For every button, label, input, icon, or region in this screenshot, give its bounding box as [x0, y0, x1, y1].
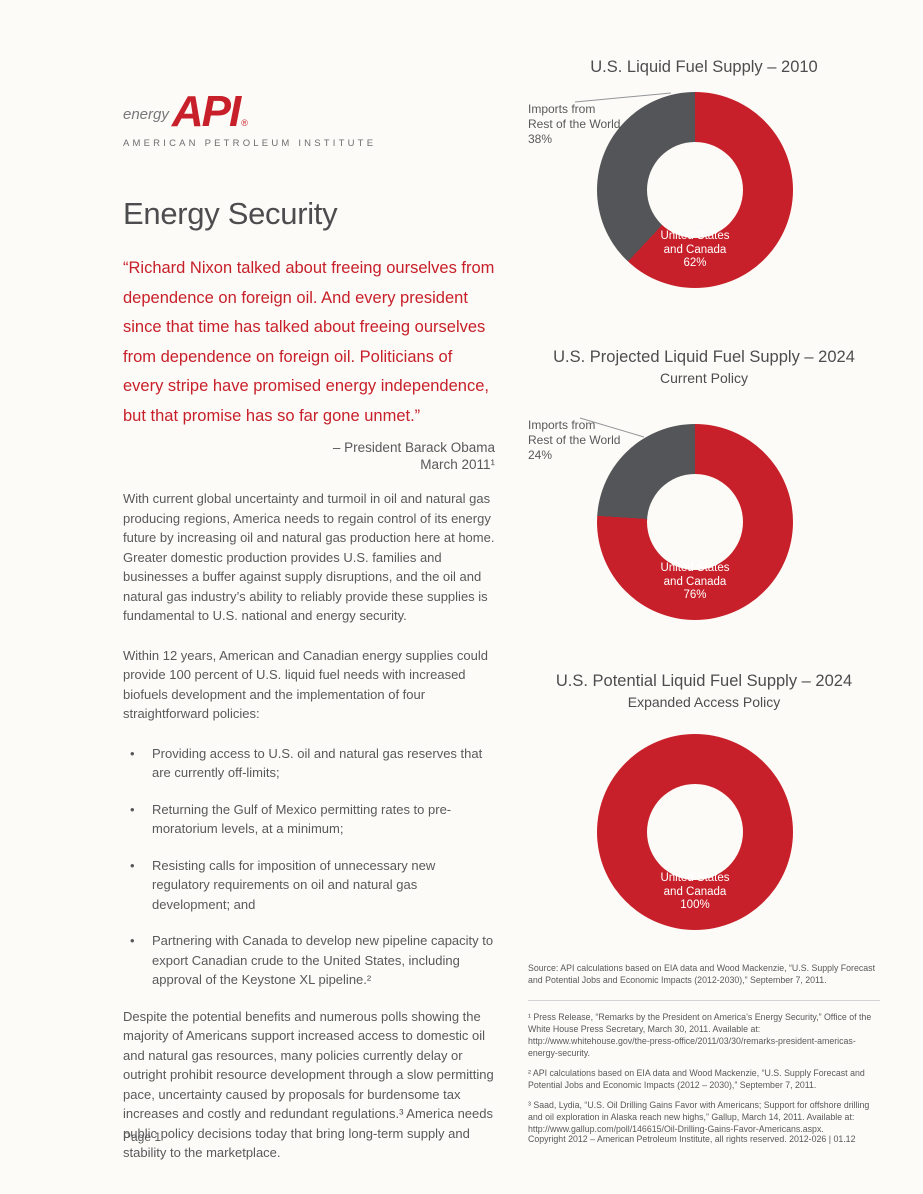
donut-hole [647, 142, 743, 238]
donut-chart: United States and Canada 76% [597, 424, 793, 620]
policy-bullet-list: Providing access to U.S. oil and natural… [123, 744, 495, 990]
api-logo: energy API ® AMERICAN PETROLEUM INSTITUT… [123, 87, 495, 150]
api-logo-row: energy API ® [123, 87, 495, 136]
donut-inner-label: United States and Canada 76% [660, 562, 730, 601]
chart-title: U.S. Potential Liquid Fuel Supply – 2024 [555, 672, 853, 690]
donut-chart: United States and Canada 62% [597, 92, 793, 288]
footnote-divider [528, 1000, 880, 1001]
list-item: Resisting calls for imposition of unnece… [123, 856, 495, 915]
left-column: energy API ® AMERICAN PETROLEUM INSTITUT… [123, 0, 495, 1163]
bullet-text: Resisting calls for imposition of unnece… [152, 857, 436, 912]
donut-inner-label: United States and Canada 100% [660, 872, 730, 911]
footnote-1: ¹ Press Release, “Remarks by the Preside… [528, 1012, 872, 1058]
chart-subtitle: Expanded Access Policy [627, 694, 781, 710]
logo-organization-name: AMERICAN PETROLEUM INSTITUTE [123, 138, 377, 150]
donut-hole [647, 784, 743, 880]
list-item: Partnering with Canada to develop new pi… [123, 931, 495, 990]
chart-liquid-fuel-supply-2010: U.S. Liquid Fuel Supply – 2010 Imports f… [528, 58, 880, 308]
attribution-date: March 2011¹ [420, 457, 495, 473]
chart-title: U.S. Projected Liquid Fuel Supply – 2024 [553, 348, 855, 366]
chart-subtitle: Current Policy [660, 370, 748, 386]
body-paragraph-1: With current global uncertainty and turm… [123, 491, 495, 624]
footnotes: ¹ Press Release, “Remarks by the Preside… [528, 1011, 880, 1143]
chart-projected-liquid-fuel-supply-2024: U.S. Projected Liquid Fuel Supply – 2024… [528, 348, 880, 620]
list-item: Returning the Gulf of Mexico permitting … [123, 800, 495, 839]
callout-leader-line [579, 417, 645, 438]
donut-inner-label: United States and Canada 62% [660, 230, 730, 269]
chart-callout-label: Imports from Rest of the World 24% [528, 418, 621, 462]
copyright-line: Copyright 2012 – American Petroleum Inst… [528, 1134, 856, 1144]
attribution-name: – President Barack Obama [332, 440, 495, 456]
donut-chart: United States and Canada 100% [597, 734, 793, 930]
list-item: Providing access to U.S. oil and natural… [123, 744, 495, 783]
body-paragraph-2: Within 12 years, American and Canadian e… [123, 647, 488, 722]
footnote-3: ³ Saad, Lydia, “U.S. Oil Drilling Gains … [528, 1100, 870, 1134]
quote-attribution: – President Barack Obama March 2011¹ [123, 439, 495, 473]
source-note: Source: API calculations based on EIA da… [528, 963, 876, 985]
chart-title: U.S. Liquid Fuel Supply – 2010 [590, 58, 818, 76]
registered-trademark-icon: ® [241, 118, 248, 129]
donut-hole [647, 474, 743, 570]
footnote-2: ² API calculations based on EIA data and… [528, 1068, 865, 1090]
logo-energy-text: energy [123, 106, 169, 124]
bullet-text: Returning the Gulf of Mexico permitting … [152, 801, 452, 837]
pull-quote: “Richard Nixon talked about freeing ours… [123, 259, 495, 425]
chart-potential-liquid-fuel-supply-2024: U.S. Potential Liquid Fuel Supply – 2024… [528, 672, 880, 942]
page-title: Energy Security [123, 196, 338, 232]
bullet-text: Providing access to U.S. oil and natural… [152, 745, 483, 781]
page-number: Page 1 [123, 1130, 162, 1144]
body-paragraph-3: Despite the potential benefits and numer… [123, 1008, 494, 1161]
bullet-text: Partnering with Canada to develop new pi… [152, 933, 494, 988]
logo-api-text: API [171, 87, 241, 136]
chart-callout-label: Imports from Rest of the World 38% [528, 102, 621, 146]
callout-leader-line [574, 92, 672, 103]
